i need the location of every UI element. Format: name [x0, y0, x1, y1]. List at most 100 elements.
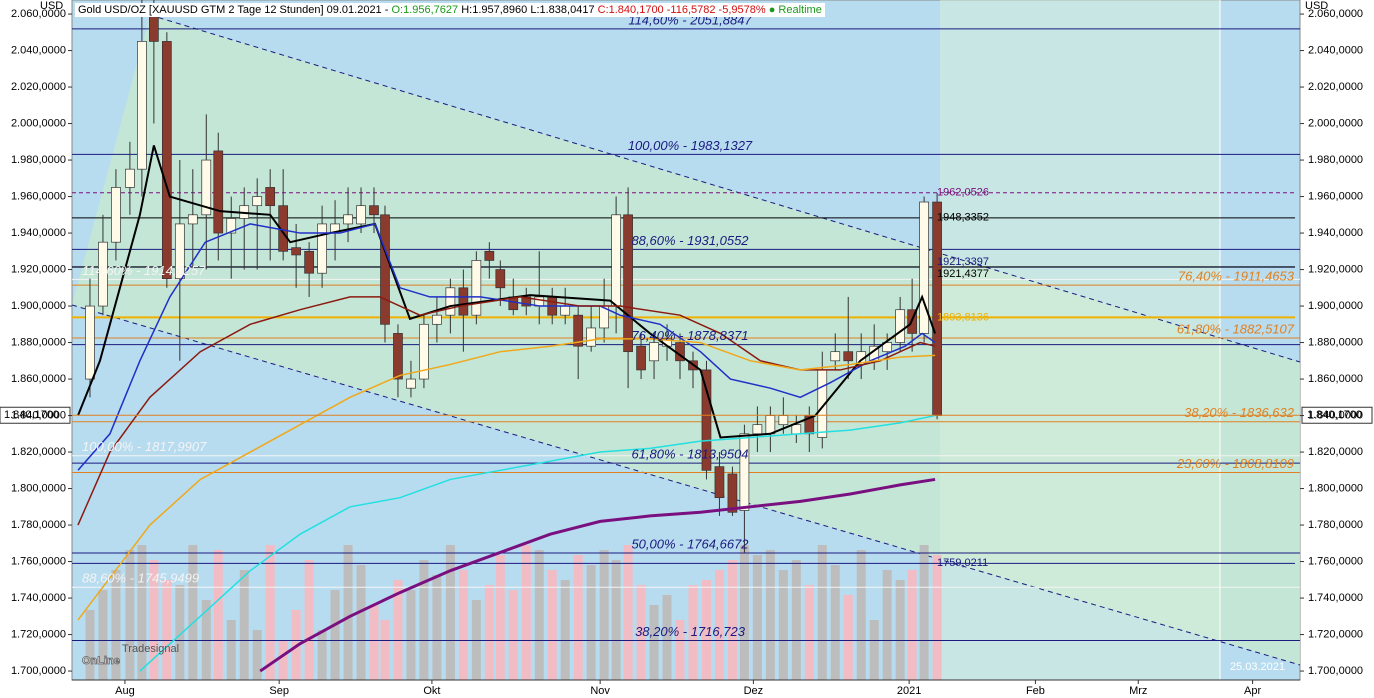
- volume-bar: [882, 570, 892, 680]
- volume-bar: [830, 565, 840, 680]
- volume-bar: [484, 585, 494, 680]
- price-level-label: 1948,3352: [937, 212, 989, 224]
- price-level-label: 1921,3397: [937, 256, 989, 268]
- candle-body: [649, 342, 659, 362]
- price-level-label: 1759,0211: [937, 557, 988, 569]
- volume-bar: [714, 570, 724, 680]
- volume-bar: [330, 590, 340, 680]
- candle-body: [701, 369, 712, 471]
- x-tick-label: Okt: [423, 685, 440, 697]
- volume-bar: [317, 630, 327, 680]
- fib-label: 50,00% - 1764,6672: [631, 536, 749, 551]
- y-tick-label-right: 1.720,0000: [1308, 628, 1363, 640]
- y-tick-label-right: 1.820,0000: [1308, 446, 1363, 458]
- status[interactable]: ● Realtime: [768, 4, 822, 16]
- y-tick-label: 1.960,0000: [11, 190, 66, 202]
- volume-bar: [534, 550, 544, 680]
- volume-bar: [804, 585, 814, 680]
- volume-bar: [239, 570, 249, 680]
- volume-bar: [739, 545, 749, 680]
- volume-bar: [406, 590, 416, 680]
- candle-body: [226, 218, 237, 234]
- volume-bar: [547, 570, 557, 680]
- moving-average: [77, 296, 936, 526]
- volume-bar: [560, 580, 570, 680]
- volume-bar: [343, 545, 353, 680]
- current-price-label: 1.840,1700: [4, 409, 59, 421]
- volume-bar: [495, 555, 505, 680]
- volume-bar: [765, 550, 775, 680]
- y-tick-label-right: 1.760,0000: [1308, 555, 1363, 567]
- candle-body: [752, 424, 763, 435]
- volume-bar: [380, 620, 390, 680]
- candle-body: [85, 305, 95, 380]
- y-tick-label: 1.760,0000: [11, 555, 66, 567]
- volume-bar: [162, 580, 172, 680]
- end-date: 25.03.2021: [1230, 661, 1285, 673]
- y-tick-label: 1.820,0000: [11, 446, 66, 458]
- volume-bar: [907, 570, 917, 680]
- volume-bar: [252, 630, 262, 680]
- candle-body: [495, 269, 506, 289]
- fib-label: 76,40% - 1911,4653: [1178, 269, 1295, 284]
- open: O:1.956,7627: [391, 4, 459, 16]
- close: C:1.840,1700: [597, 4, 664, 16]
- logo-top: Tradesignal: [122, 643, 179, 655]
- candle-body: [714, 466, 725, 499]
- volume-bar: [432, 575, 442, 680]
- fib-label: 61,80% - 1882,5107: [1177, 321, 1295, 336]
- volume-bar: [701, 580, 711, 680]
- candle-body: [265, 187, 276, 207]
- fib-label: 38,20% - 1836,632: [1184, 405, 1295, 420]
- volume-bar: [599, 550, 609, 680]
- x-tick-label: 2021: [897, 685, 921, 697]
- volume-bar: [688, 585, 698, 680]
- candle-body: [739, 433, 750, 511]
- volume-bar: [611, 560, 621, 680]
- candle-body: [111, 187, 121, 243]
- candle-body: [560, 305, 571, 316]
- y-tick-label-right: 1.780,0000: [1308, 519, 1363, 531]
- y-tick-label: 1.860,0000: [11, 373, 66, 385]
- y-tick-label-right: 1.800,0000: [1308, 482, 1363, 494]
- y-tick-label-right: 1.960,0000: [1308, 190, 1363, 202]
- candle-body: [213, 150, 224, 234]
- fib-label: 100,00% - 1817,9907: [82, 439, 207, 454]
- y-tick-label-right: 2.020,0000: [1308, 81, 1363, 93]
- fib-label: 61,80% - 1813,9504: [631, 447, 748, 462]
- volume-bar: [201, 600, 211, 680]
- candle-body: [611, 214, 621, 307]
- candle-body: [380, 214, 390, 325]
- volume-bar: [226, 620, 236, 680]
- volume-bar: [586, 565, 596, 680]
- y-tick-label: 2.060,0000: [11, 8, 66, 20]
- price-level-label: 1962,0526: [937, 187, 989, 199]
- y-unit-right: USD: [1305, 0, 1328, 12]
- y-tick-label: 1.800,0000: [11, 482, 66, 494]
- volume-bar: [188, 545, 198, 680]
- x-tick-label: Mrz: [1129, 685, 1147, 697]
- y-tick-label: 1.920,0000: [11, 263, 66, 275]
- instrument: Gold USD/OZ [XAUUSD GTM 2 Tage 12 Stunde…: [78, 4, 389, 16]
- y-tick-label-right: 2.040,0000: [1308, 44, 1363, 56]
- y-tick-label-right: 1.980,0000: [1308, 154, 1363, 166]
- candle-body: [161, 41, 172, 280]
- y-tick-label-right: 1.700,0000: [1308, 665, 1363, 677]
- fib-label: 88,60% - 1931,0552: [631, 233, 749, 248]
- channel-upper: [149, 14, 1301, 363]
- y-tick-label: 1.940,0000: [11, 227, 66, 239]
- volume-bar: [919, 545, 929, 680]
- volume-bar: [573, 555, 583, 680]
- y-tick-label-right: 2.000,0000: [1308, 117, 1363, 129]
- x-tick-label: Apr: [1244, 685, 1261, 697]
- candle-body: [623, 214, 633, 353]
- y-tick-label-right: 1.840,0000: [1308, 409, 1363, 421]
- volume-bar: [843, 595, 853, 680]
- volume-bar: [662, 595, 672, 680]
- y-tick-label-right: 1.740,0000: [1308, 592, 1363, 604]
- fib-label: 88,60% - 1745,9499: [82, 571, 199, 586]
- x-tick-label: Aug: [115, 685, 135, 697]
- volume-bar: [521, 545, 531, 680]
